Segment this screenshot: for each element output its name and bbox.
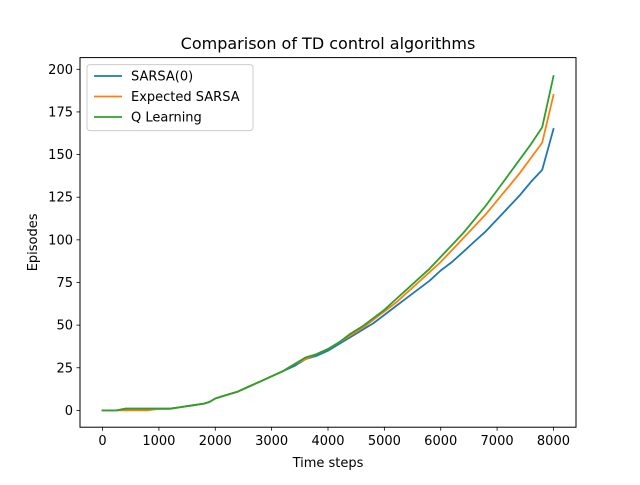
y-tick-label: 200 (48, 63, 73, 78)
x-tick-label: 3000 (255, 434, 288, 449)
y-axis-label: Episodes (26, 213, 41, 271)
series-line-2 (101, 75, 555, 412)
y-tick-label: 150 (48, 148, 73, 163)
x-tick-label: 2000 (199, 434, 232, 449)
y-tick-label: 50 (56, 319, 73, 334)
y-tick-label: 125 (48, 191, 73, 206)
chart-title: Comparison of TD control algorithms (181, 34, 476, 53)
x-tick-label: 5000 (368, 434, 401, 449)
y-tick-label: 0 (65, 404, 73, 419)
y-tick-label: 175 (48, 105, 73, 120)
x-tick-label: 4000 (311, 434, 344, 449)
plot-area: 0 1000 2000 3000 4000 5000 6000 7000 8000 0 25 50 7… (48, 57, 577, 449)
series-layer (101, 75, 555, 412)
legend-entries: SARSA(0) Expected SARSA Q Learning (94, 70, 240, 126)
x-axis: 0 1000 2000 3000 4000 5000 6000 7000 8000 (98, 427, 570, 449)
y-tick-label: 75 (56, 276, 73, 291)
legend-box (86, 64, 254, 132)
x-tick-label: 0 (98, 434, 106, 449)
legend: SARSA(0) Expected SARSA Q Learning (86, 64, 254, 132)
legend-label-2: Q Learning (131, 111, 202, 126)
y-axis: 0 25 50 75 100 125 150 175 200 (48, 63, 80, 419)
x-tick-label: 8000 (537, 434, 570, 449)
y-tick-label: 25 (56, 361, 73, 376)
legend-label-0: SARSA(0) (131, 70, 193, 85)
x-tick-label: 1000 (142, 434, 175, 449)
y-tick-label: 100 (48, 233, 73, 248)
legend-label-1: Expected SARSA (131, 90, 240, 105)
x-axis-label: Time steps (292, 456, 364, 471)
x-tick-label: 6000 (424, 434, 457, 449)
x-tick-label: 7000 (481, 434, 514, 449)
